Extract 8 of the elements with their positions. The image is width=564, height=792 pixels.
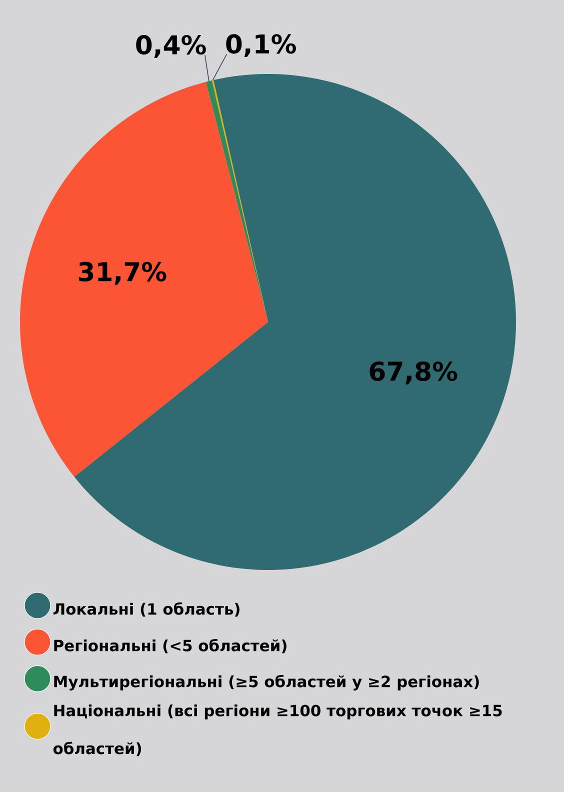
legend-label: Мультирегіональні (≥5 областей у ≥2 регіонах) xyxy=(54,674,479,690)
category-label: Національні (всі регіони ≥100 торгових точок ≥15 областей) xyxy=(53,704,502,756)
data-label: 0,4% xyxy=(136,35,206,58)
data-label: 67,8% xyxy=(370,361,458,384)
data-label: 31,7% xyxy=(78,262,166,285)
legend-label: Локальні (1 область) xyxy=(53,602,240,617)
legend-label: Регіональні (<5 областей) xyxy=(54,638,286,654)
data-label: 0,1% xyxy=(226,34,296,58)
